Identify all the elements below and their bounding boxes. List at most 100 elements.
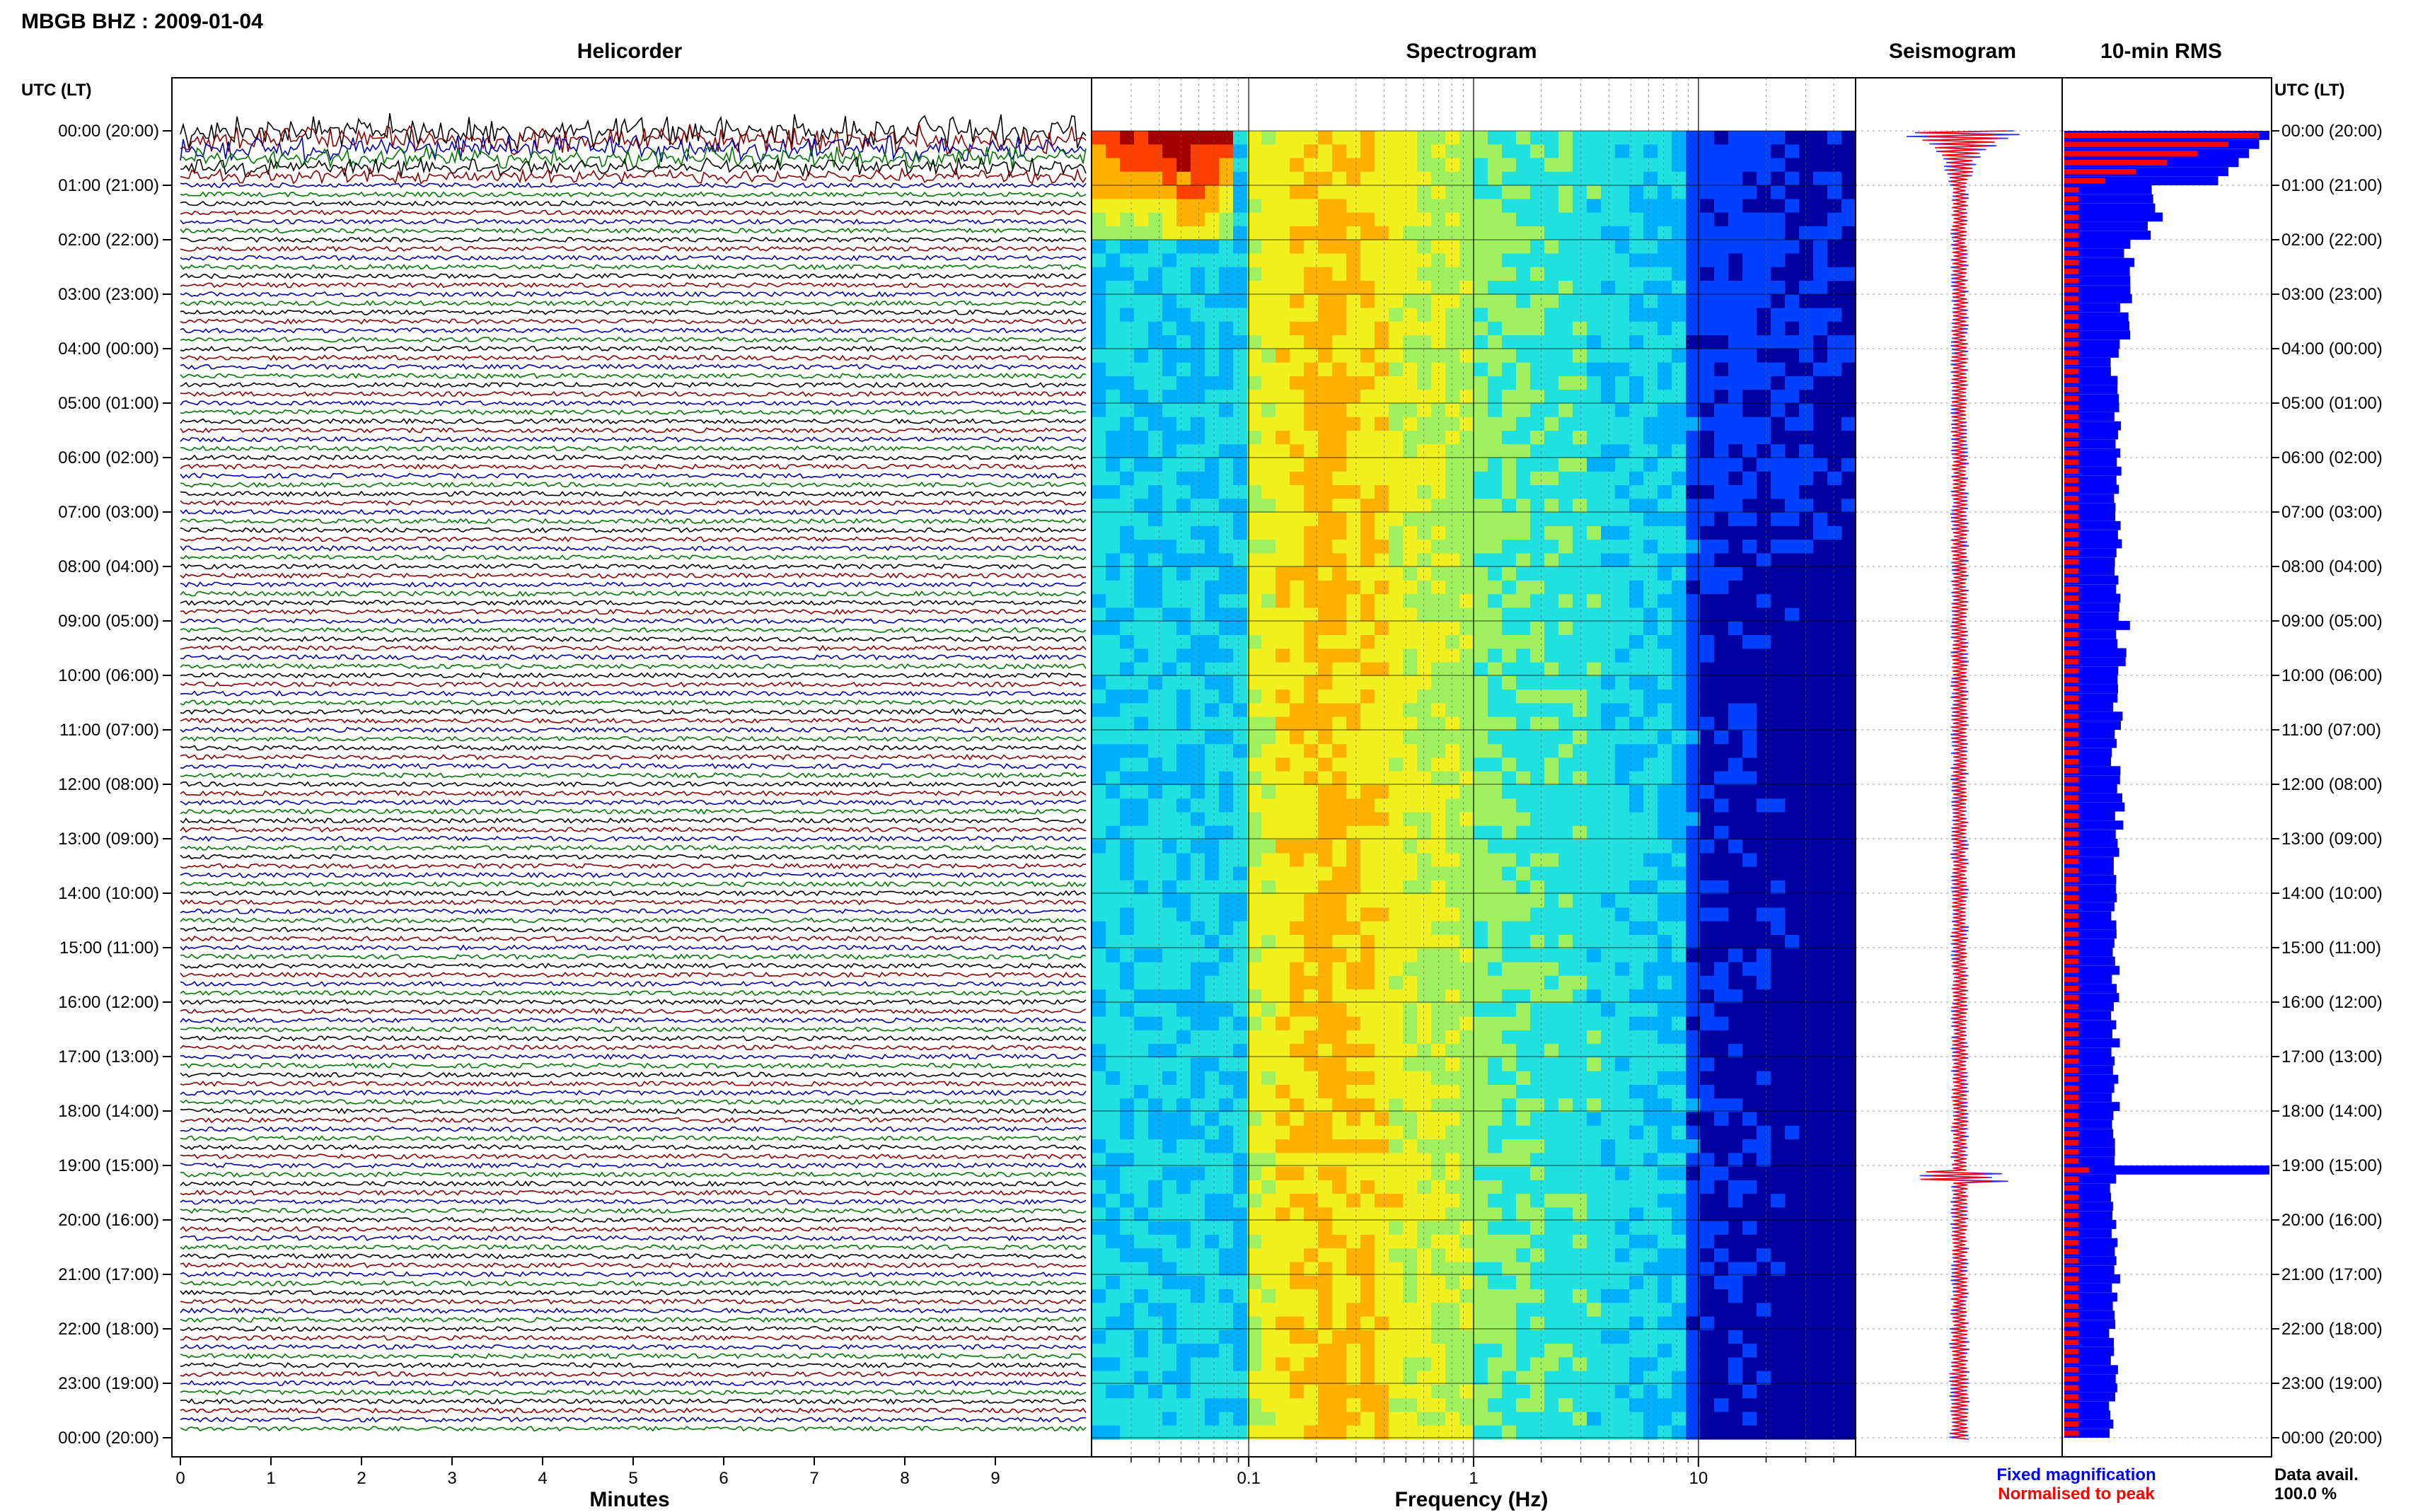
spectrogram-cell bbox=[1205, 444, 1220, 459]
spectrogram-cell bbox=[1714, 621, 1729, 636]
spectrogram-cell bbox=[1502, 471, 1517, 486]
spectrogram-cell bbox=[1587, 989, 1602, 1004]
spectrogram-cell bbox=[1445, 362, 1460, 377]
spectrogram-cell bbox=[1176, 444, 1191, 459]
spectrogram-cell bbox=[1643, 1303, 1658, 1318]
spectrogram-cell bbox=[1742, 471, 1757, 486]
spectrogram-cell bbox=[1841, 321, 1856, 336]
spectrogram-cell bbox=[1771, 553, 1786, 568]
spectrogram-cell bbox=[1742, 1180, 1757, 1194]
spectrogram-cell bbox=[1544, 853, 1559, 868]
spectrogram-cell bbox=[1261, 253, 1276, 268]
spectrogram-cell bbox=[1742, 839, 1757, 854]
spectrogram-cell bbox=[1573, 566, 1587, 581]
spectrogram-cell bbox=[1261, 471, 1276, 486]
spectrogram-cell bbox=[1191, 675, 1205, 690]
helicorder-x-tick-label: 9 bbox=[990, 1469, 1000, 1488]
spectrogram-cell bbox=[1827, 1016, 1842, 1031]
spectrogram-cell bbox=[1134, 1085, 1149, 1099]
spectrogram-cell bbox=[1134, 948, 1149, 963]
spectrogram-cell bbox=[1686, 1180, 1701, 1194]
spectrogram-cell bbox=[1176, 553, 1191, 568]
spectrogram-cell bbox=[1205, 1030, 1220, 1045]
spectrogram-cell bbox=[1502, 1207, 1517, 1222]
spectrogram-cell bbox=[1148, 485, 1163, 499]
spectrogram-cell bbox=[1304, 989, 1319, 1004]
spectrogram-cell bbox=[1714, 1071, 1729, 1086]
spectrogram-cell bbox=[1686, 1112, 1701, 1127]
spectrogram-cell bbox=[1700, 880, 1715, 895]
spectrogram-cell bbox=[1162, 935, 1177, 949]
spectrogram-cell bbox=[1573, 730, 1587, 745]
spectrogram-cell bbox=[1757, 866, 1771, 881]
spectrogram-cell bbox=[1629, 1071, 1644, 1086]
spectrogram-cell bbox=[1799, 853, 1814, 868]
spectrogram-cell bbox=[1092, 1289, 1106, 1303]
spectrogram-cell bbox=[1162, 757, 1177, 772]
spectrogram-cell bbox=[1318, 566, 1333, 581]
spectrogram-cell bbox=[1488, 1057, 1503, 1072]
spectrogram-cell bbox=[1304, 1057, 1319, 1072]
spectrogram-cell bbox=[1205, 880, 1220, 895]
spectrogram-cell bbox=[1544, 975, 1559, 990]
spectrogram-cell bbox=[1757, 635, 1771, 649]
spectrogram-cell bbox=[1148, 1344, 1163, 1358]
spectrogram-cell bbox=[1375, 757, 1389, 772]
spectrogram-cell bbox=[1827, 376, 1842, 390]
spectrogram-cell bbox=[1106, 1098, 1121, 1113]
spectrogram-cell bbox=[1728, 158, 1743, 173]
spectrogram-cell bbox=[1176, 1112, 1191, 1127]
spectrogram-cell bbox=[1771, 907, 1786, 922]
spectrogram-cell bbox=[1375, 649, 1389, 663]
helicorder-trace bbox=[180, 880, 1087, 888]
spectrogram-cell bbox=[1714, 566, 1729, 581]
spectrogram-cell bbox=[1700, 1098, 1715, 1113]
spectrogram-cell bbox=[1092, 866, 1106, 881]
spectrogram-cell bbox=[1375, 431, 1389, 445]
spectrogram-cell bbox=[1120, 417, 1135, 431]
spectrogram-cell bbox=[1389, 417, 1404, 431]
spectrogram-cell bbox=[1530, 376, 1545, 390]
spectrogram-cell bbox=[1488, 267, 1503, 281]
spectrogram-cell bbox=[1827, 458, 1842, 472]
spectrogram-cell bbox=[1247, 1180, 1262, 1194]
spectrogram-cell bbox=[1290, 716, 1305, 731]
spectrogram-cell bbox=[1516, 1275, 1531, 1290]
spectrogram-cell bbox=[1106, 566, 1121, 581]
spectrogram-cell bbox=[1247, 158, 1262, 173]
spectrogram-cell bbox=[1106, 675, 1121, 690]
spectrogram-cell bbox=[1658, 349, 1672, 364]
spectrogram-cell bbox=[1530, 362, 1545, 377]
spectrogram-cell bbox=[1700, 921, 1715, 936]
spectrogram-cell bbox=[1120, 962, 1135, 977]
spectrogram-cell bbox=[1728, 907, 1743, 922]
spectrogram-cell bbox=[1431, 1098, 1446, 1113]
spectrogram-cell bbox=[1205, 471, 1220, 486]
helicorder-trace bbox=[180, 1289, 1087, 1296]
spectrogram-cell bbox=[1191, 1030, 1205, 1045]
spectrogram-cell bbox=[1445, 866, 1460, 881]
spectrogram-cell bbox=[1587, 1166, 1602, 1181]
spectrogram-cell bbox=[1785, 675, 1800, 690]
spectrogram-cell bbox=[1261, 362, 1276, 377]
spectrogram-cell bbox=[1502, 1194, 1517, 1208]
spectrogram-cell bbox=[1233, 1262, 1248, 1277]
seismogram-title: Seismogram bbox=[1889, 40, 2016, 63]
spectrogram-cell bbox=[1332, 1057, 1347, 1072]
spectrogram-cell bbox=[1092, 1221, 1106, 1235]
spectrogram-cell bbox=[1728, 635, 1743, 649]
spectrogram-cell bbox=[1558, 785, 1573, 799]
spectrogram-cell bbox=[1445, 1125, 1460, 1140]
spectrogram-cell bbox=[1771, 635, 1786, 649]
spectrogram-cell bbox=[1530, 131, 1545, 145]
spectrogram-cell bbox=[1785, 444, 1800, 459]
spectrogram-cell bbox=[1445, 1289, 1460, 1303]
spectrogram-cell bbox=[1629, 607, 1644, 622]
spectrogram-cell bbox=[1813, 744, 1828, 759]
spectrogram-cell bbox=[1827, 1044, 1842, 1058]
spectrogram-cell bbox=[1686, 935, 1701, 949]
spectrogram-cell bbox=[1488, 403, 1503, 418]
spectrogram-cell bbox=[1841, 131, 1856, 145]
spectrogram-cell bbox=[1445, 812, 1460, 827]
spectrogram-cell bbox=[1247, 975, 1262, 990]
